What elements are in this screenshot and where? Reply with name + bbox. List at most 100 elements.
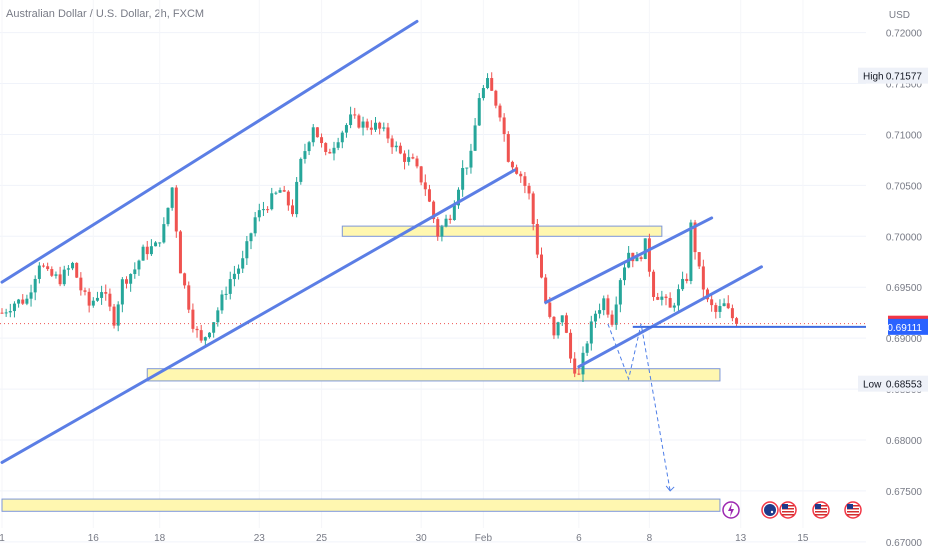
icon-bolt [728,503,734,517]
icon-stripe [847,514,859,516]
candle-body [108,293,112,307]
candle-body [589,321,593,344]
candle-body [668,298,672,308]
candle-body [0,312,4,314]
price-tick-label: 0.71000 [886,130,923,141]
candle-body [245,241,249,259]
candle-body [540,254,543,278]
us-flag-icon[interactable] [779,501,797,519]
candle-body [174,187,178,232]
candle-body [137,260,141,270]
candle-body [685,278,689,282]
candle-body [270,193,274,210]
candle-body [199,330,203,341]
candle-body [42,265,45,267]
candle-body [718,306,722,312]
trendline [577,265,763,369]
candle-body [8,311,12,313]
icon-star [770,510,774,514]
candle-body [353,114,357,116]
symbol-title[interactable]: Australian Dollar / U.S. Dollar, 2h, FXC… [6,8,205,20]
price-tick-label: 0.72000 [886,29,923,40]
candle-body [133,269,137,275]
candle-body [706,289,709,300]
icon-stripe [782,511,794,513]
icon-canton [815,504,821,509]
price-tick-label: 0.67500 [886,487,923,498]
candle-body [17,299,21,304]
candle-body [382,127,386,129]
candle-body [564,315,568,333]
au-flag-icon[interactable] [761,501,779,519]
candle-body [672,305,676,308]
candle-body [33,278,37,293]
candle-body [120,279,124,305]
time-tick-label: 18 [154,533,166,544]
candle-body [224,293,228,295]
candle-body [419,166,423,183]
currency-label: USD [888,10,910,21]
candle-body [477,98,481,126]
candle-body [635,257,639,262]
time-tick-label: Feb [475,533,493,544]
candle-body [730,308,734,319]
candle-body [569,332,573,359]
event-icons[interactable] [722,501,862,519]
time-tick-label: 15 [797,533,809,544]
candle-body [548,302,552,317]
candle-body [365,121,369,128]
candle-body [656,296,660,300]
candle-body [490,78,494,91]
candle-body [494,90,498,106]
candle-body [415,158,419,167]
icon-stripe [847,511,859,513]
time-tick-label: 25 [316,533,328,544]
candle-body [618,280,622,305]
candle-body [62,269,66,285]
candle-body [378,122,382,129]
candle-body [527,185,531,194]
low-tag [888,375,928,392]
candle-body [257,210,261,218]
candle-body [274,192,278,194]
candle-body [95,297,99,301]
trendlines[interactable] [0,19,763,464]
candle-body [573,358,577,374]
candle-body [71,262,75,269]
candle-body [208,332,211,338]
forecast-arrowhead [665,485,675,492]
high-value: 0.71577 [886,72,923,83]
level-price-tag [888,318,928,335]
candle-body [436,219,440,237]
candle-body [261,209,265,211]
support-resistance-zones[interactable] [1,225,721,512]
candle-body [162,224,166,243]
forecast-path[interactable] [607,323,675,492]
candle-body [614,304,618,325]
candle-body [457,189,460,206]
candle-body [336,142,340,148]
candle-body [149,246,153,255]
candle-body [623,267,626,281]
candle-body [423,182,427,190]
candle-body [735,318,739,324]
candle-body [178,231,182,274]
candle-body [125,279,128,284]
candle-body [191,309,195,329]
candle-body [639,257,643,259]
candle-body [606,298,610,315]
lightning-icon[interactable] [722,501,740,519]
icon-stripe [782,514,794,516]
candle-body [75,262,79,278]
us-flag-icon[interactable] [812,501,830,519]
candle-body [502,117,506,135]
candle-body [241,258,245,269]
candle-body [187,285,191,310]
candle-body [112,306,116,326]
candle-body [91,300,95,306]
us-flag-icon[interactable] [844,501,862,519]
time-tick-label: 30 [416,533,428,544]
candle-body [12,303,16,312]
candle-body [560,315,564,323]
